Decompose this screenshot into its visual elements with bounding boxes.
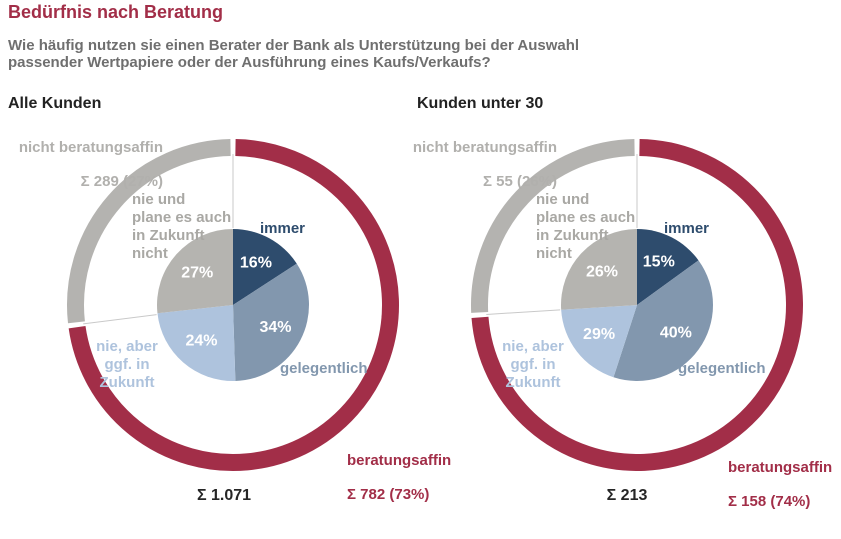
ring-label-sum: Σ 782 (73%) xyxy=(347,486,430,503)
survey-question-subtitle: Wie häufig nutzen sie einen Berater der … xyxy=(8,37,580,71)
ring-label-nicht-beratungsaffin-alle: nicht beratungsaffin Σ 289 (27%) xyxy=(17,122,163,207)
ring-label-sum: Σ 289 (27%) xyxy=(80,173,163,190)
pie-slice-nie-ggf xyxy=(561,305,637,378)
chart-total-alle: Σ 1.071 xyxy=(196,487,252,504)
slice-label-nie-plane-unter30: nie und plane es auch in Zukunft nicht xyxy=(536,191,636,262)
ring-arc-beratungsaffin xyxy=(68,139,399,471)
pie-slice-gelegentlich xyxy=(233,263,309,381)
ring-label-beratungsaffin-alle: beratungsaffin Σ 782 (73%) xyxy=(347,435,451,520)
ring-arc-nicht-beratungsaffin xyxy=(471,139,635,313)
ring-arc-nicht-beratungsaffin xyxy=(67,139,231,324)
slice-pct-label-immer: 16% xyxy=(240,254,272,271)
donut-pie-chart-kunden-unter-30: 15% 40% 29% 26% xyxy=(471,139,803,471)
slice-pct-label-nie-plane: 27% xyxy=(181,264,213,281)
pie-slice-nie-plane xyxy=(157,229,233,314)
ring-label-sum: Σ 158 (74%) xyxy=(728,493,811,510)
slice-label-nie-ggf-unter30: nie, aber ggf. in Zukunft xyxy=(502,338,564,391)
slice-label-nie-ggf-alle: nie, aber ggf. in Zukunft xyxy=(96,338,158,391)
ring-arc-beratungsaffin xyxy=(471,139,803,471)
slice-pct-label-gelegentlich: 40% xyxy=(660,325,692,342)
chart-total-unter30: Σ 213 xyxy=(606,487,648,504)
pie-slice-nie-plane xyxy=(561,229,637,310)
chart-title-alle-kunden: Alle Kunden xyxy=(8,95,102,112)
slice-pct-label-nie-ggf: 29% xyxy=(583,326,615,343)
ring-label-beratungsaffin-unter30: beratungsaffin Σ 158 (74%) xyxy=(728,442,832,527)
pie-slice-gelegentlich xyxy=(613,260,713,382)
slice-label-immer-unter30: immer xyxy=(664,220,710,237)
pie-slice-nie-ggf xyxy=(157,305,236,381)
slice-pct-label-gelegentlich: 34% xyxy=(260,319,292,336)
slice-pct-label-nie-plane: 26% xyxy=(586,264,618,281)
ring-label-text: beratungsaffin xyxy=(728,459,833,476)
ring-label-text: beratungsaffin xyxy=(347,452,452,469)
ring-label-text: nicht beratungsaffin xyxy=(18,139,163,156)
slice-pct-label-nie-ggf: 24% xyxy=(185,333,217,350)
slice-label-immer-alle: immer xyxy=(260,220,306,237)
slice-label-nie-plane-alle: nie und plane es auch in Zukunft nicht xyxy=(132,191,232,262)
slice-pct-label-immer: 15% xyxy=(643,254,675,271)
ring-separator-line xyxy=(83,314,157,325)
donut-pie-chart-alle-kunden: 16% 34% 24% 27% xyxy=(67,139,399,471)
ring-label-nicht-beratungsaffin-unter30: nicht beratungsaffin Σ 55 (26%) xyxy=(411,122,557,207)
pie-slice-immer xyxy=(233,229,297,305)
page-title: Bedürfnis nach Beratung xyxy=(8,2,224,22)
slice-label-gelegentlich-alle: gelegentlich xyxy=(280,360,368,377)
ring-separator-line xyxy=(486,309,561,315)
ring-label-sum: Σ 55 (26%) xyxy=(482,173,557,190)
ring-label-text: nicht beratungsaffin xyxy=(412,139,557,156)
chart-title-kunden-unter-30: Kunden unter 30 xyxy=(417,95,544,112)
pie-slice-immer xyxy=(637,229,699,305)
slice-label-gelegentlich-unter30: gelegentlich xyxy=(678,360,766,377)
